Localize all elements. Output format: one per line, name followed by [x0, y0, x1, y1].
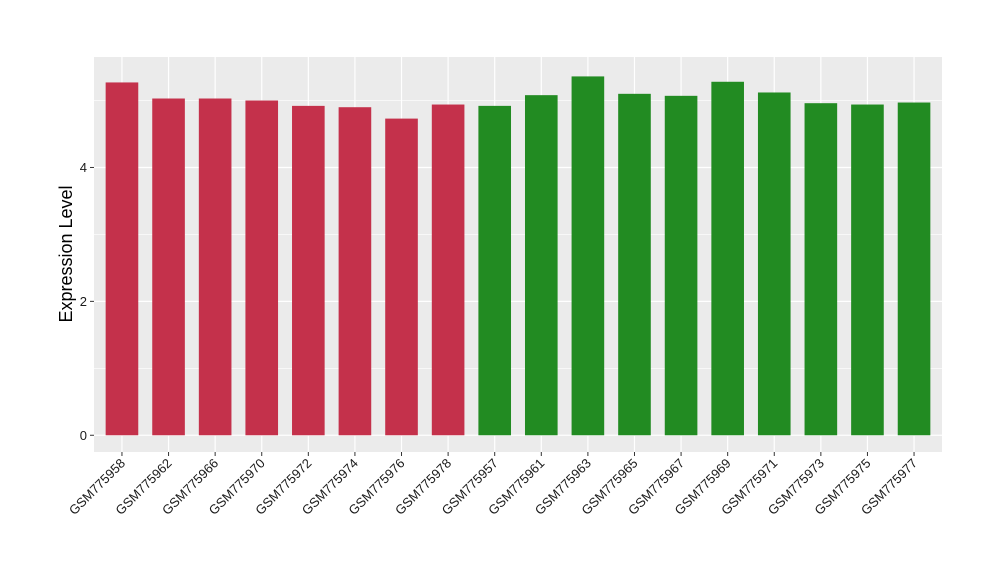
y-axis-title: Expression Level [56, 185, 76, 322]
y-tick-label: 4 [80, 160, 87, 175]
bar-gsm775972 [292, 105, 325, 436]
bar-gsm775965 [618, 93, 651, 436]
x-axis: GSM775958GSM775962GSM775966GSM775970GSM7… [66, 452, 920, 518]
bar-gsm775970 [245, 100, 279, 436]
bar-gsm775971 [757, 92, 791, 436]
bar-gsm775969 [711, 81, 744, 436]
bar-gsm775963 [571, 76, 605, 436]
bar-gsm775978 [431, 104, 465, 436]
y-axis: 0 2 4 [80, 160, 94, 443]
bar-gsm775966 [198, 98, 232, 436]
bar-gsm775967 [664, 95, 698, 436]
bars [105, 76, 931, 436]
y-tick-label: 0 [80, 428, 87, 443]
minor-gridlines [94, 100, 942, 369]
bar-gsm775977 [897, 102, 931, 436]
bar-gsm775974 [338, 107, 372, 436]
bar-gsm775962 [152, 98, 185, 436]
plot-panel [94, 57, 942, 452]
bar-gsm775973 [804, 103, 838, 436]
bar-gsm775958 [105, 82, 139, 436]
bar-gsm775976 [385, 118, 418, 436]
bar-gsm775961 [524, 95, 558, 436]
bar-gsm775975 [851, 104, 884, 436]
y-tick-label: 2 [80, 294, 87, 309]
bar-gsm775957 [478, 105, 512, 436]
